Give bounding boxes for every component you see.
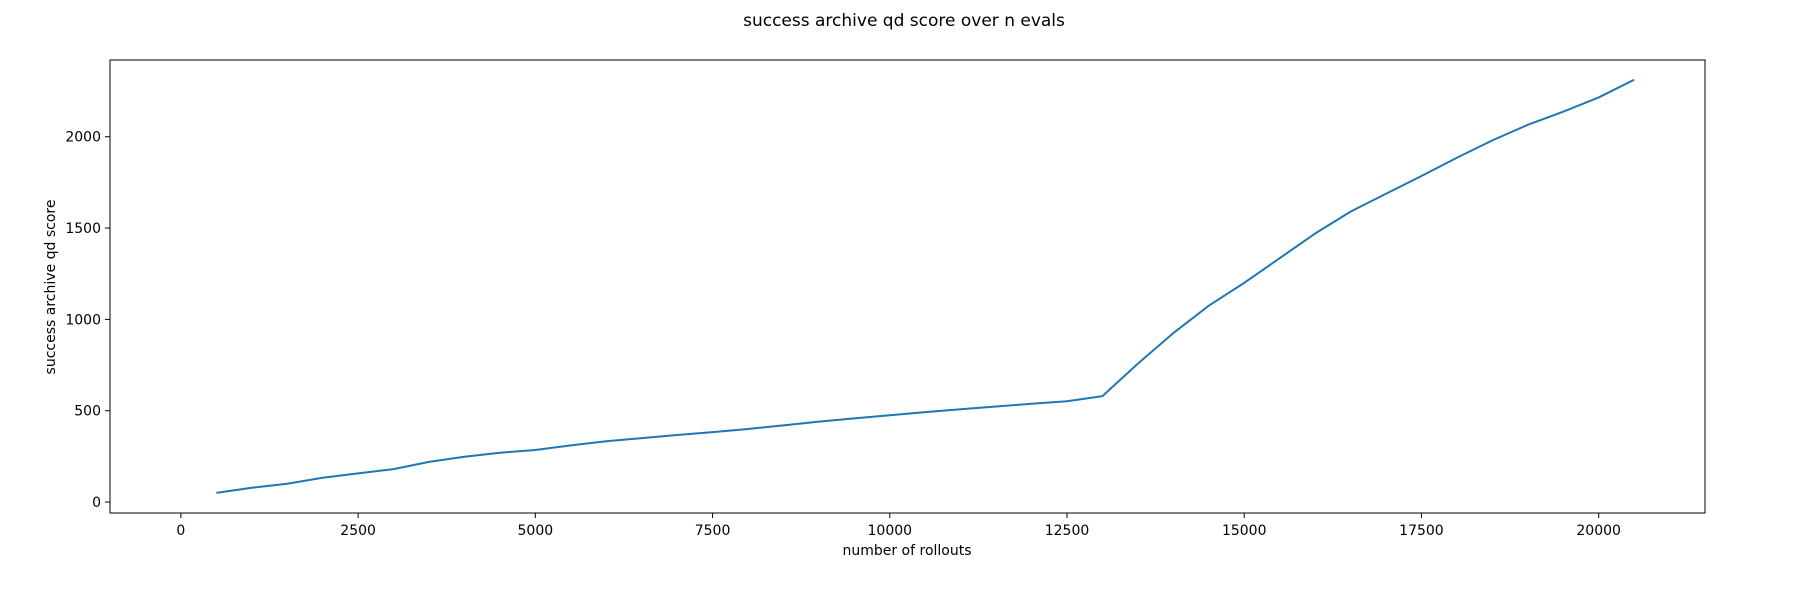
x-tick-label: 12500	[1045, 523, 1090, 539]
plot-area	[109, 59, 1706, 514]
x-tick-label: 20000	[1576, 523, 1621, 539]
y-tick-label: 1000	[65, 312, 101, 328]
series-line	[216, 78, 1635, 494]
x-tick-label: 15000	[1222, 523, 1267, 539]
chart-title: success archive qd score over n evals	[743, 11, 1065, 31]
x-tick-label: 10000	[868, 523, 913, 539]
x-tick-label: 2500	[340, 523, 376, 539]
x-tick-label: 7500	[695, 523, 731, 539]
series-layer	[216, 78, 1635, 494]
y-axis-label: success archive qd score	[43, 200, 59, 375]
y-tick-label: 2000	[65, 130, 101, 146]
y-tick-label: 1500	[65, 221, 101, 237]
x-axis: 0 2500 5000 7500 10000 12500 15000 17500 20000	[176, 513, 1621, 539]
x-tick-label: 5000	[518, 523, 554, 539]
y-axis: 0 500 1000 1500 2000	[65, 130, 110, 511]
y-tick-label: 0	[92, 495, 101, 511]
x-tick-label: 0	[176, 523, 185, 539]
x-tick-label: 17500	[1399, 523, 1444, 539]
y-tick-label: 500	[74, 404, 101, 420]
x-axis-label: number of rollouts	[842, 543, 971, 559]
